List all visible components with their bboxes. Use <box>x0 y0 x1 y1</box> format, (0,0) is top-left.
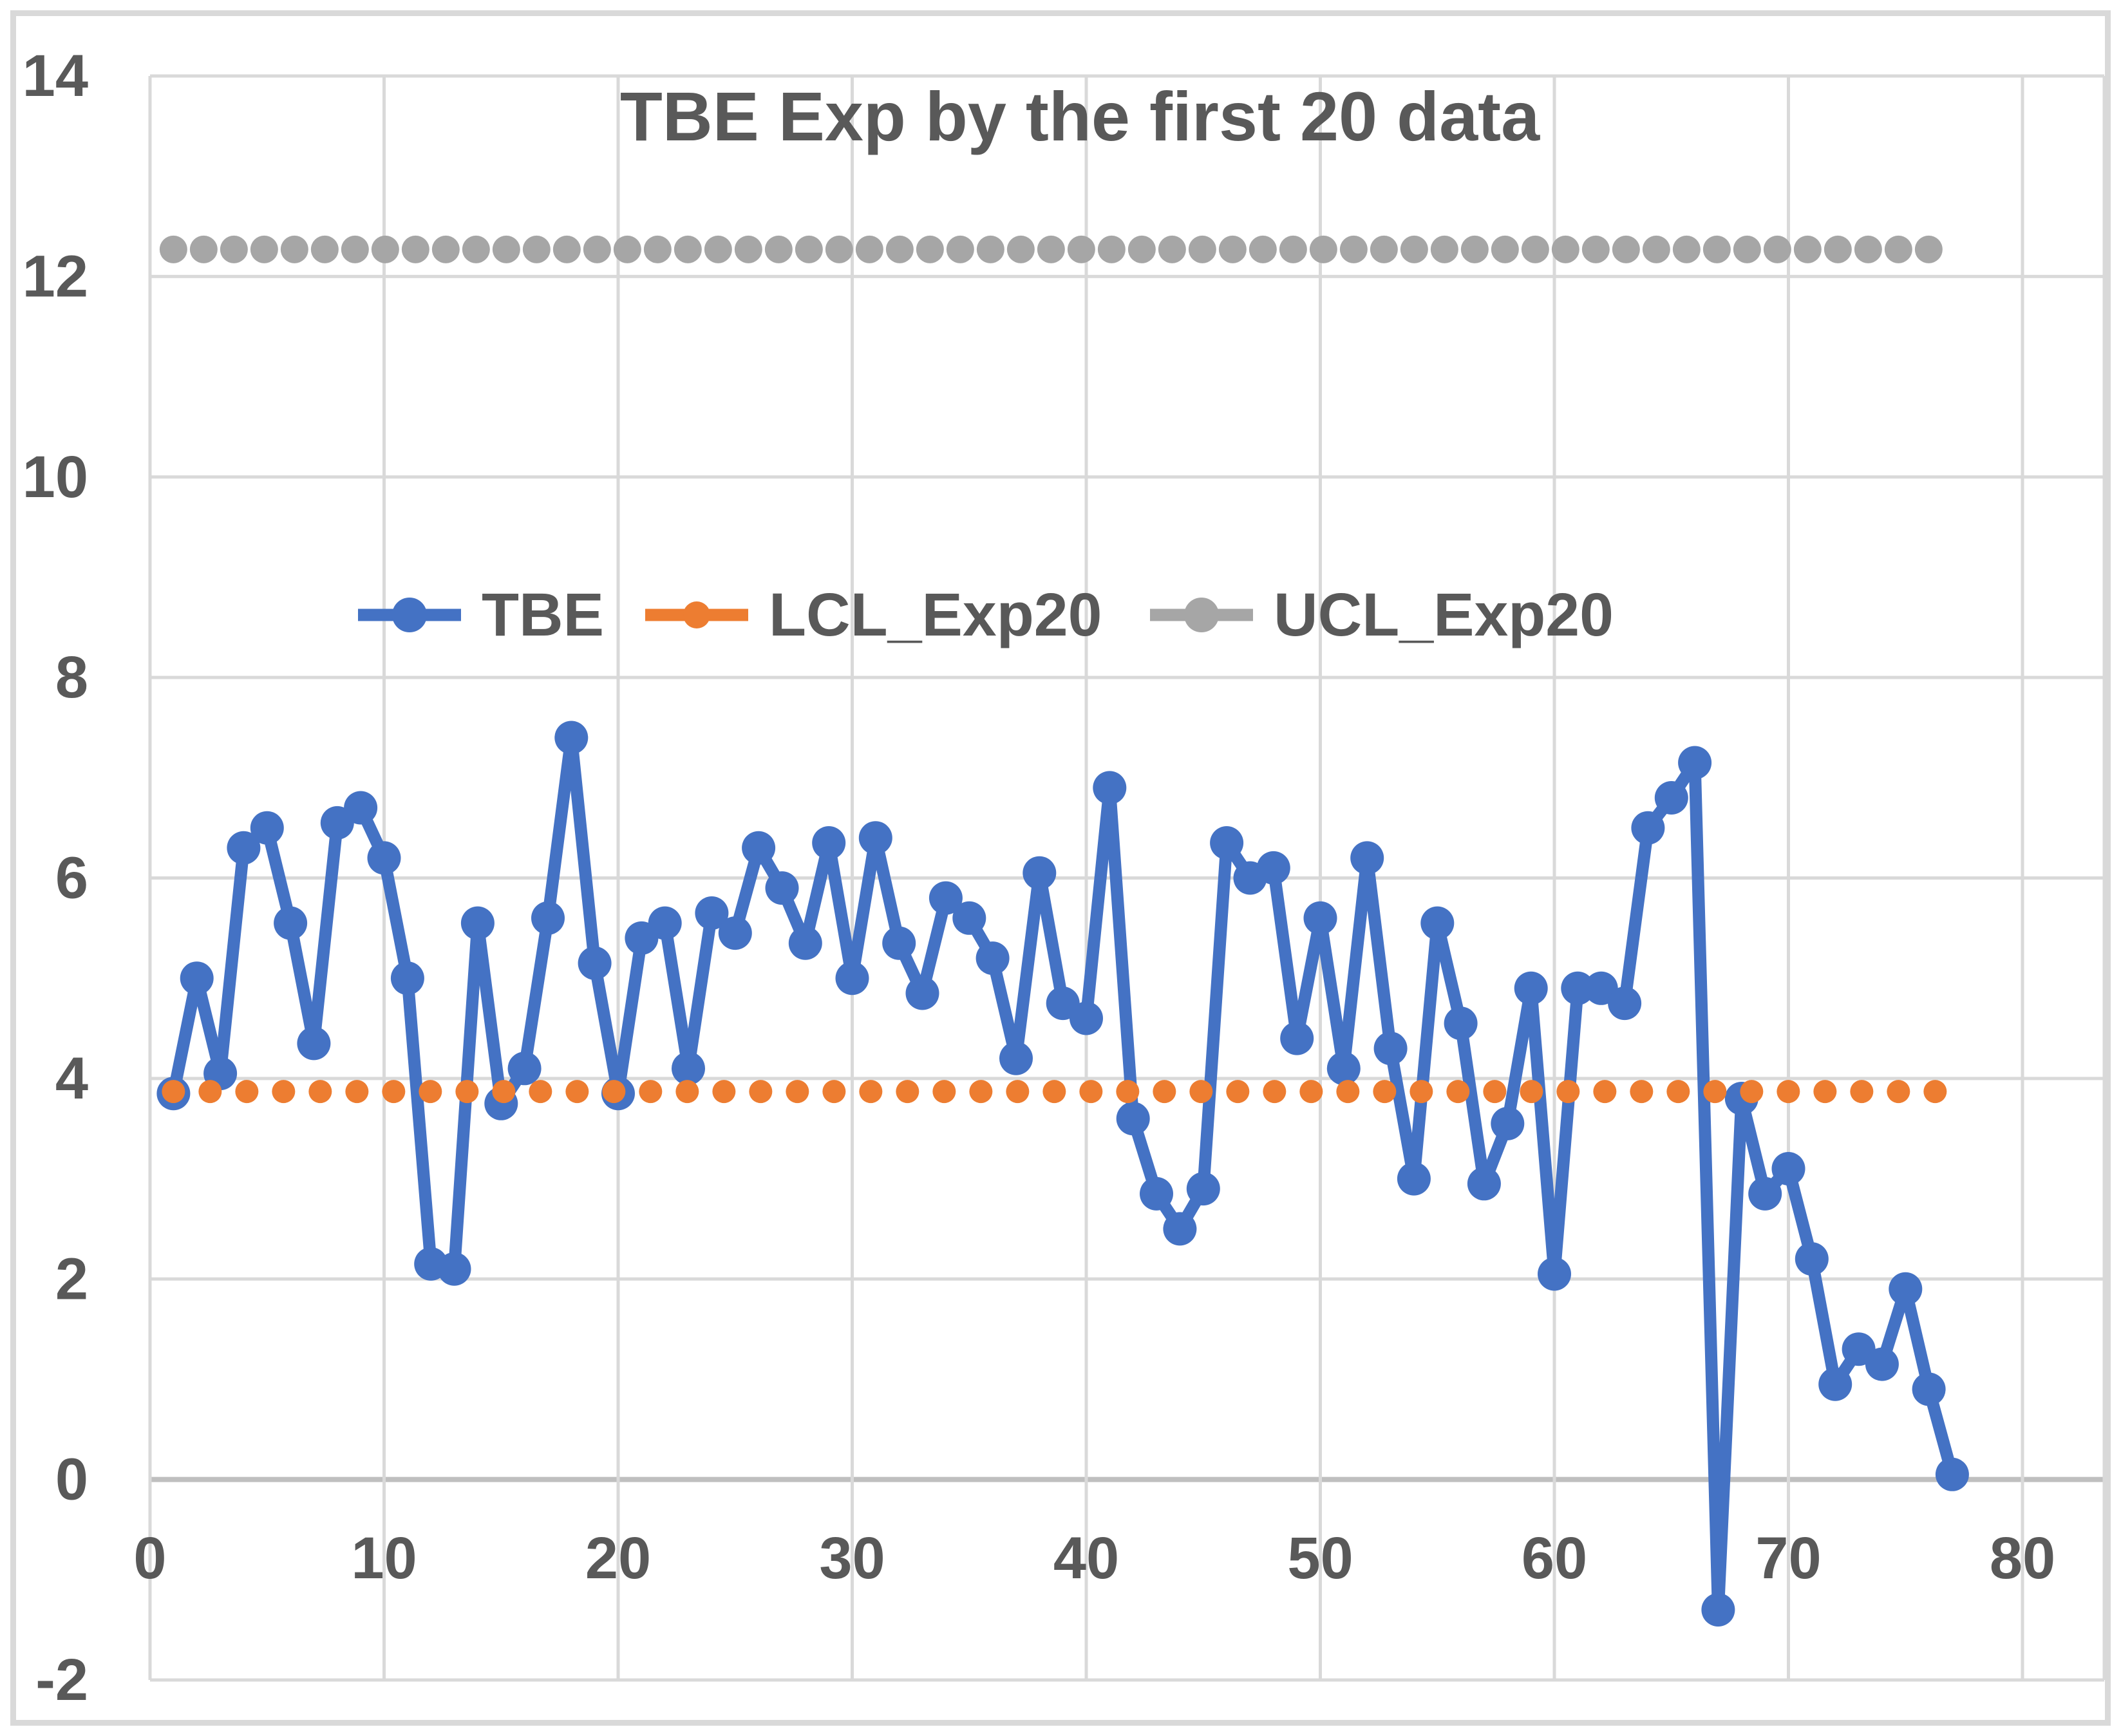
data-point-marker <box>367 841 401 875</box>
data-point-marker <box>976 941 1010 976</box>
data-point-marker <box>858 821 892 855</box>
x-axis-tick-label: 50 <box>1287 1525 1353 1591</box>
data-point-marker <box>1818 1367 1852 1401</box>
data-point-marker <box>1303 901 1337 935</box>
data-point-marker <box>1889 1272 1923 1306</box>
x-axis-tick-label: 30 <box>819 1525 885 1591</box>
data-point-marker <box>1420 906 1455 940</box>
data-point-marker <box>227 831 261 865</box>
data-point-marker <box>1186 1172 1220 1206</box>
data-point-marker <box>1935 1457 1969 1491</box>
legend-marker-ucl-icon <box>1150 598 1253 632</box>
data-point-marker <box>1631 811 1665 845</box>
data-point-marker <box>765 871 799 905</box>
y-axis-tick-label: 4 <box>55 1046 88 1111</box>
data-point-marker <box>578 946 612 980</box>
legend-label-ucl: UCL_Exp20 <box>1274 580 1614 649</box>
data-point-marker <box>999 1041 1033 1075</box>
x-axis-tick-label: 0 <box>133 1525 166 1591</box>
data-point-marker <box>788 926 822 960</box>
data-point-marker <box>695 896 729 930</box>
legend-marker-lcl-icon <box>645 601 748 628</box>
data-point-marker <box>554 721 589 755</box>
data-point-marker <box>1070 1001 1103 1035</box>
data-point-marker <box>952 901 986 935</box>
data-point-marker <box>1023 856 1057 890</box>
data-point-marker <box>297 1026 331 1061</box>
data-point-marker <box>1210 826 1244 860</box>
y-axis-tick-label: 14 <box>23 43 88 109</box>
data-point-marker <box>1912 1372 1946 1406</box>
data-point-marker <box>835 961 869 995</box>
data-point-marker <box>1163 1212 1197 1246</box>
data-point-marker <box>1538 1257 1571 1291</box>
legend-item-ucl[interactable]: UCL_Exp20 <box>1147 573 1614 657</box>
data-point-marker <box>437 1252 471 1286</box>
data-point-marker <box>1326 1052 1361 1086</box>
data-point-marker <box>1561 971 1595 1005</box>
y-axis-tick-label: -2 <box>35 1647 88 1713</box>
data-point-marker <box>1256 851 1290 885</box>
x-axis-tick-label: 20 <box>585 1525 651 1591</box>
data-point-marker <box>460 906 495 940</box>
data-point-marker <box>531 901 565 935</box>
x-axis-tick-label: 60 <box>1522 1525 1587 1591</box>
data-point-marker <box>905 976 939 1010</box>
data-point-marker <box>1373 1032 1408 1066</box>
data-point-marker <box>1514 971 1548 1005</box>
y-axis-tick-label: 0 <box>55 1447 88 1513</box>
y-axis-tick-label: 2 <box>55 1246 88 1312</box>
x-axis-tick-label: 40 <box>1053 1525 1119 1591</box>
y-axis-tick-label: 12 <box>23 243 88 309</box>
legend-label-lcl: LCL_Exp20 <box>769 580 1102 649</box>
data-point-marker <box>812 826 846 860</box>
data-point-marker <box>742 831 776 865</box>
data-point-marker <box>718 916 752 950</box>
data-point-marker <box>1093 771 1127 805</box>
data-point-marker <box>1795 1242 1829 1276</box>
data-point-marker <box>250 811 284 845</box>
data-point-marker <box>1748 1176 1782 1211</box>
data-point-marker <box>507 1052 542 1086</box>
y-axis-tick-label: 6 <box>55 845 88 911</box>
x-axis-tick-label: 10 <box>351 1525 417 1591</box>
data-point-marker <box>929 881 963 915</box>
y-axis-tick-label: 8 <box>55 645 88 710</box>
data-point-marker <box>1491 1106 1525 1140</box>
data-point-marker <box>1701 1593 1735 1627</box>
data-point-marker <box>1608 986 1642 1021</box>
legend-label-tbe: TBE <box>482 580 604 649</box>
data-point-marker <box>1678 746 1712 780</box>
data-point-marker <box>672 1052 705 1086</box>
data-point-marker <box>1116 1102 1150 1136</box>
data-point-marker <box>1771 1152 1805 1185</box>
legend-item-tbe[interactable]: TBE <box>355 573 604 657</box>
data-point-marker <box>344 791 378 825</box>
y-axis-tick-label: 10 <box>23 444 88 510</box>
data-point-marker <box>1397 1162 1431 1196</box>
legend-marker-tbe-icon <box>358 598 461 632</box>
data-point-marker <box>882 926 916 960</box>
data-point-marker <box>1280 1021 1314 1055</box>
data-point-marker <box>1654 781 1688 815</box>
data-point-marker <box>1444 1006 1478 1041</box>
data-point-marker <box>1467 1167 1501 1201</box>
legend-item-lcl[interactable]: LCL_Exp20 <box>643 573 1102 657</box>
x-axis-tick-label: 70 <box>1755 1525 1821 1591</box>
data-point-marker <box>390 961 424 995</box>
data-point-marker <box>1350 841 1384 875</box>
data-point-marker <box>1865 1347 1899 1381</box>
data-point-marker <box>180 961 214 995</box>
chart-title: TBE Exp by the first 20 data <box>619 77 1540 155</box>
data-point-marker <box>648 906 682 940</box>
chart-outer-border <box>10 10 2111 1726</box>
x-axis-tick-label: 80 <box>1990 1525 2055 1591</box>
data-point-marker <box>1140 1176 1173 1211</box>
data-point-marker <box>274 906 308 940</box>
